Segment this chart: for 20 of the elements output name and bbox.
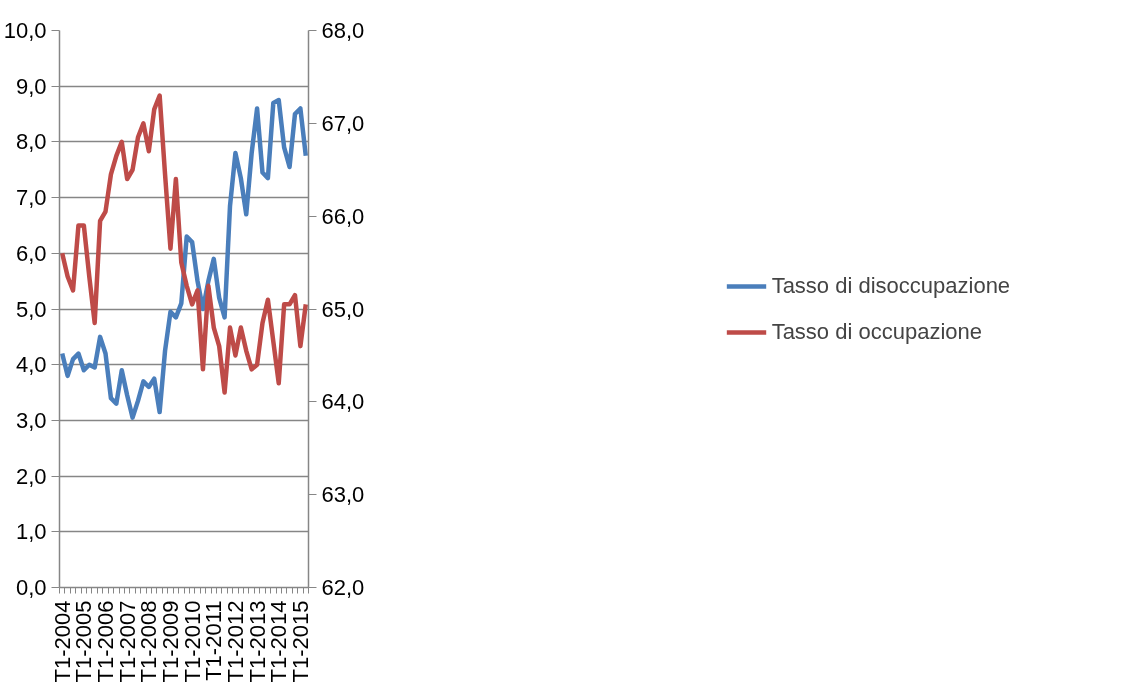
y-tick-label: 4,0 bbox=[15, 352, 47, 378]
y-tick-label: 2,0 bbox=[15, 463, 47, 489]
y2-tick-label: 67,0 bbox=[321, 110, 365, 136]
y-tick-label: 6,0 bbox=[15, 240, 47, 266]
y-tick-label: 10,0 bbox=[3, 18, 47, 43]
y-tick-label: 9,0 bbox=[15, 73, 47, 99]
legend-label: Tasso di disoccupazione bbox=[771, 272, 1011, 299]
y-tick-label: 8,0 bbox=[15, 129, 47, 155]
y-tick-label: 3,0 bbox=[15, 407, 47, 433]
y2-tick-label: 68,0 bbox=[321, 18, 365, 43]
y2-tick-label: 64,0 bbox=[321, 389, 365, 415]
legend-label: Tasso di occupazione bbox=[771, 318, 982, 345]
y2-tick-label: 62,0 bbox=[321, 575, 365, 600]
y2-tick-label: 66,0 bbox=[321, 203, 365, 229]
y2-tick-label: 63,0 bbox=[321, 482, 365, 508]
y-tick-label: 0,0 bbox=[15, 575, 47, 600]
y2-tick-label: 65,0 bbox=[321, 296, 365, 322]
y-tick-label: 7,0 bbox=[15, 185, 47, 211]
y-tick-label: 5,0 bbox=[15, 296, 47, 322]
y-tick-label: 1,0 bbox=[15, 519, 47, 545]
